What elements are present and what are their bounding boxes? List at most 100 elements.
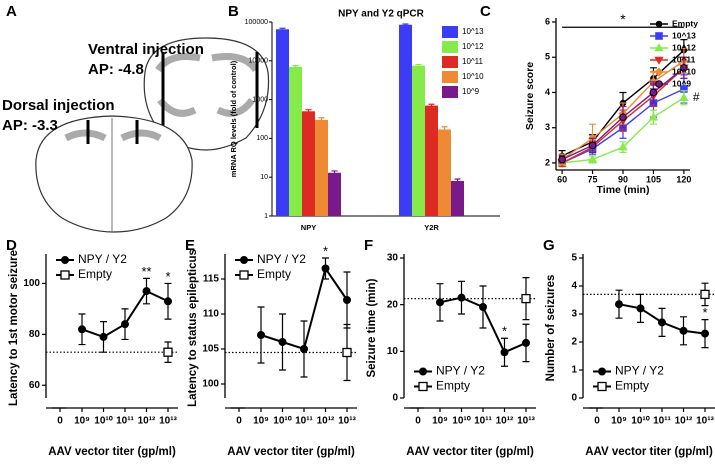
error-bar — [331, 170, 338, 175]
x-tick-label: 10¹⁰ — [631, 416, 649, 427]
marker — [679, 92, 689, 102]
annotation: # — [693, 90, 700, 104]
marker — [479, 303, 487, 311]
error-bar — [428, 103, 435, 108]
chart-title: NPY and Y2 qPCR — [338, 9, 425, 20]
annotation: * — [702, 305, 707, 320]
x-axis-label: AAV vector titer (gp/ml) — [227, 446, 355, 458]
legend-label: Empty — [672, 18, 698, 28]
legend-label: 10^11 — [462, 57, 484, 66]
x-tick-label: 0 — [415, 416, 421, 427]
dorsal-title: Dorsal injection — [2, 97, 115, 114]
legend-label: NPY / Y2 — [615, 364, 664, 378]
y-tick-label: 5 — [571, 253, 577, 264]
panel-letter: C — [480, 3, 491, 20]
marker — [278, 338, 287, 346]
y-axis-label: Seizure score — [524, 62, 536, 130]
ventral-title: Ventral injection — [88, 41, 204, 58]
error-bar — [305, 109, 312, 114]
marker — [163, 347, 173, 357]
annotation: * — [323, 243, 328, 258]
x-tick-label: 10⁹ — [253, 416, 269, 427]
marker — [121, 320, 129, 329]
bar — [302, 111, 315, 216]
marker — [257, 331, 265, 339]
x-tick-label: 10¹² — [317, 416, 335, 427]
error-bar — [318, 117, 325, 123]
x-tick-label: 10¹⁰ — [273, 416, 291, 427]
y-tick-label: 0 — [571, 393, 577, 404]
y-tick-label: 4 — [545, 87, 550, 97]
x-tick-label: 10⁹ — [432, 416, 448, 427]
marker — [78, 325, 86, 334]
marker — [521, 293, 531, 304]
panel: C Seizure score Time (min) 2 3 4 5 6 60 75 90 105 12… — [480, 3, 700, 196]
y-tick-label: 3 — [571, 309, 577, 320]
legend-label: 10^11 — [672, 54, 696, 64]
marker — [500, 348, 509, 357]
y-tick-label: 10 — [260, 174, 268, 181]
panel: F Seizure time (min) AAV vector titer (gp/… — [364, 237, 536, 458]
ventral-ap: AP: -4.8 — [88, 61, 144, 78]
bar — [289, 66, 302, 216]
marker — [60, 270, 70, 280]
y-tick-label: 20 — [387, 299, 399, 310]
marker — [654, 43, 664, 52]
bar — [451, 180, 464, 216]
x-tick-label: 0 — [594, 416, 600, 427]
legend-label: NPY / Y2 — [436, 364, 485, 378]
panel-letter: A — [6, 3, 17, 20]
legend-label: 10^9 — [462, 87, 480, 96]
panel-a: A Ventral injection AP: -4.8 Dorsal inje… — [2, 3, 270, 233]
hippocampus — [64, 129, 162, 142]
y-tick-label: 1000 — [252, 96, 268, 103]
legend-label: 10^10 — [462, 72, 484, 81]
marker — [558, 155, 566, 164]
x-tick-label: 0 — [236, 416, 242, 427]
marker — [648, 112, 659, 121]
marker — [436, 298, 444, 307]
marker — [239, 270, 249, 280]
marker — [418, 381, 428, 392]
y-tick-label: 100 — [256, 135, 268, 142]
legend-swatch — [442, 41, 458, 53]
marker — [700, 289, 710, 300]
x-tick-label: 10¹³ — [696, 416, 714, 427]
y-tick-label: 30 — [387, 253, 399, 264]
error-bar — [454, 178, 461, 184]
y-tick-label: 115 — [203, 274, 220, 285]
marker — [654, 67, 664, 77]
x-axis-label: Time (min) — [597, 184, 650, 196]
annotation: * — [165, 269, 170, 284]
marker — [654, 56, 664, 65]
marker — [598, 367, 606, 376]
y-tick-label: 10000 — [249, 58, 269, 65]
y-tick-label: 100 — [23, 278, 40, 289]
x-tick-label: 105 — [646, 174, 661, 184]
error-bar — [441, 126, 448, 133]
y-tick-label: 1 — [264, 213, 268, 220]
marker — [587, 154, 598, 163]
hippocampus — [155, 53, 259, 117]
dorsal-ap: AP: -3.3 — [2, 117, 58, 134]
marker — [655, 20, 663, 28]
marker — [615, 300, 623, 309]
y-tick-label: 110 — [203, 309, 220, 320]
y-axis-label: mRNA RQ levels (fold of control) — [229, 60, 238, 177]
marker — [655, 32, 663, 40]
marker — [343, 296, 351, 304]
marker — [655, 80, 663, 88]
legend-swatch — [442, 86, 458, 98]
marker — [701, 329, 709, 338]
panel-letter: E — [185, 237, 195, 254]
x-tick-label: 10¹² — [496, 416, 514, 427]
bar — [399, 24, 412, 217]
marker — [649, 88, 658, 97]
y-tick-label: 2 — [545, 157, 550, 167]
marker — [240, 256, 248, 264]
y-tick-label: 1 — [571, 365, 577, 376]
legend-label: NPY / Y2 — [78, 252, 127, 266]
x-tick-label: 10¹⁰ — [94, 416, 112, 427]
